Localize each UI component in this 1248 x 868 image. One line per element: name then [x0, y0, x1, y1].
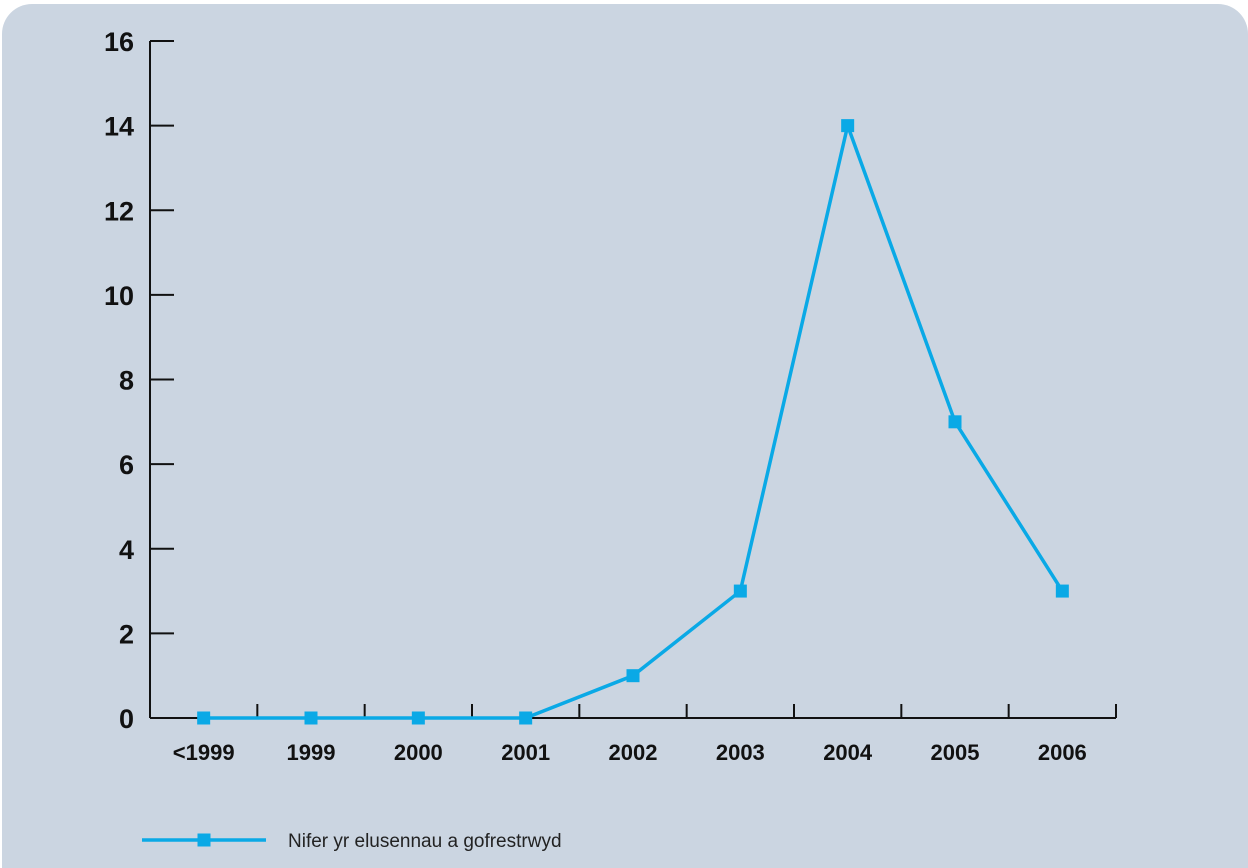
y-tick-label: 2: [119, 619, 134, 649]
legend-marker: [197, 833, 211, 847]
y-tick-label: 6: [119, 450, 134, 480]
series-layer: [197, 119, 1069, 725]
x-tick-label: 2003: [716, 740, 765, 765]
y-tick-label: 10: [104, 281, 134, 311]
y-axis-ticks: 0 2 4 6 8 10 12 14 16: [104, 27, 174, 734]
y-tick-label: 14: [104, 112, 134, 142]
data-point: [948, 415, 962, 429]
y-tick-label: 0: [119, 704, 134, 734]
legend-label: Nifer yr elusennau a gofrestrwyd: [288, 831, 562, 852]
y-tick-label: 16: [104, 27, 134, 57]
data-point: [733, 584, 747, 598]
data-point: [411, 711, 425, 725]
x-tick-label: 2000: [394, 740, 443, 765]
axes: [149, 41, 1116, 719]
x-tick-label: 2006: [1038, 740, 1087, 765]
series-line: [203, 123, 1064, 720]
data-point: [626, 669, 640, 683]
data-point: [519, 711, 533, 725]
y-tick-label: 12: [104, 196, 134, 226]
chart-panel: 0 2 4 6 8 10 12 14 16 <1999 1999 2000 2001 2002 2003 2…: [2, 4, 1248, 868]
y-tick-label: 4: [119, 535, 134, 565]
x-tick-label: <1999: [173, 740, 235, 765]
data-point: [197, 711, 211, 725]
data-point: [304, 711, 318, 725]
x-tick-label: 2004: [823, 740, 873, 765]
x-tick-label: 2001: [501, 740, 550, 765]
data-point: [841, 119, 855, 133]
y-tick-label: 8: [119, 366, 134, 396]
x-tick-label: 2005: [931, 740, 980, 765]
line-chart: 0 2 4 6 8 10 12 14 16 <1999 1999 2000 2001 2002 2003 2…: [104, 27, 1117, 852]
data-point: [1055, 584, 1069, 598]
x-tick-label: 2002: [609, 740, 658, 765]
x-axis-ticks: <1999 1999 2000 2001 2002 2003 2004 2005 2006: [173, 704, 1117, 765]
legend: Nifer yr elusennau a gofrestrwyd: [142, 831, 562, 852]
x-tick-label: 1999: [287, 740, 336, 765]
